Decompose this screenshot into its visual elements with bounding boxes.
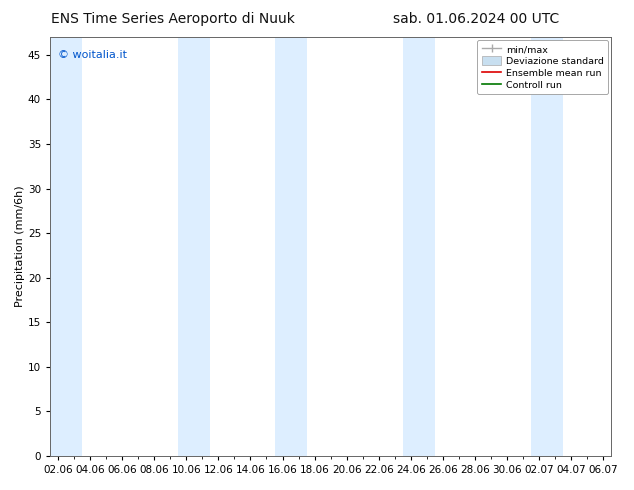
Bar [403,37,435,456]
Bar [531,37,563,456]
Bar [178,37,210,456]
Legend: min/max, Deviazione standard, Ensemble mean run, Controll run: min/max, Deviazione standard, Ensemble m… [477,40,609,94]
Y-axis label: Precipitation (mm/6h): Precipitation (mm/6h) [15,186,25,307]
Text: © woitalia.it: © woitalia.it [58,49,127,60]
Bar [275,37,307,456]
Text: ENS Time Series Aeroporto di Nuuk: ENS Time Series Aeroporto di Nuuk [51,12,295,26]
Text: sab. 01.06.2024 00 UTC: sab. 01.06.2024 00 UTC [393,12,559,26]
Bar [50,37,82,456]
